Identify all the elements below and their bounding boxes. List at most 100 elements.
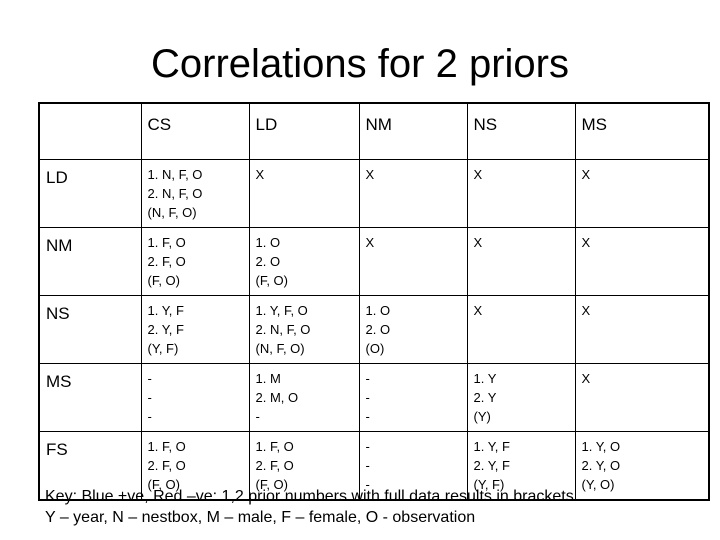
table-cell: - - - [140, 363, 250, 432]
table-row: LD 1. N, F, O 2. N, F, O (N, F, O) X X X X [38, 159, 710, 228]
cell-line: - [147, 371, 152, 386]
table-cell: X [574, 363, 710, 432]
row-label: LD [38, 159, 142, 228]
table-cell: X [466, 227, 576, 296]
row-label: MS [38, 363, 142, 432]
table-cell: 1. O 2. O (O) [358, 295, 468, 364]
cell-line: 2. Y, F [147, 322, 184, 337]
cell-line: 1. Y, F [147, 303, 184, 318]
cell-line: X [581, 167, 591, 182]
table-cell: 1. F, O 2. F, O (F, O) [140, 227, 250, 296]
cell-line: 2. M, O [255, 390, 299, 405]
cell-line: X [581, 371, 591, 386]
table-cell: 1. F, O 2. F, O (F, O) [140, 431, 250, 501]
table-cell: X [574, 159, 710, 228]
cell-line: 2. Y, O [581, 458, 621, 473]
table-cell: X [574, 227, 710, 296]
cell-line: X [365, 235, 375, 250]
title: Correlations for 2 priors [151, 42, 569, 86]
cell-line: - [365, 439, 370, 454]
cell-line: (Y, F) [147, 341, 179, 356]
table-row: NS 1. Y, F 2. Y, F (Y, F) 1. Y, F, O 2. N, F,… [38, 295, 710, 364]
row-label: NM [38, 227, 142, 296]
cell-line: (N, F, O) [147, 205, 197, 220]
table-cell: 1. O 2. O (F, O) [248, 227, 360, 296]
cell-line: - [365, 409, 370, 424]
cell-line: 1. N, F, O [147, 167, 203, 182]
cell-line: 2. O [365, 322, 391, 337]
cell-line: 2. F, O [255, 458, 294, 473]
cell-line: X [473, 167, 483, 182]
cell-line: (O) [365, 341, 385, 356]
cell-line: 2. F, O [147, 254, 186, 269]
header-cell: NS [466, 102, 576, 160]
table-cell: X [466, 159, 576, 228]
table-row: NM 1. F, O 2. F, O (F, O) 1. O 2. O (F, O) X X X [38, 227, 710, 296]
cell-line: X [581, 303, 591, 318]
table-cell: X [466, 295, 576, 364]
table-cell: 1. N, F, O 2. N, F, O (N, F, O) [140, 159, 250, 228]
table-cell: - - - [358, 431, 468, 501]
correlation-table: CS LD NM NS MS LD 1. N, F, O 2. N, F, O (N, F, … [38, 102, 710, 501]
header-cell: MS [574, 102, 710, 160]
cell-line: 1. Y, F [473, 439, 510, 454]
cell-line: (F, O) [255, 477, 289, 492]
cell-line: - [255, 409, 260, 424]
row-label: FS [38, 431, 142, 501]
table-cell: X [358, 227, 468, 296]
cell-line: - [365, 458, 370, 473]
table-cell: 1. M 2. M, O - [248, 363, 360, 432]
cell-line: (N, F, O) [255, 341, 305, 356]
cell-line: 1. O [255, 235, 281, 250]
cell-line: 2. O [255, 254, 281, 269]
cell-line: (F, O) [255, 273, 289, 288]
table-cell: 1. F, O 2. F, O (F, O) [248, 431, 360, 501]
row-label: NS [38, 295, 142, 364]
table-cell: X [574, 295, 710, 364]
corner-cell [38, 102, 142, 160]
cell-line: 2. N, F, O [255, 322, 311, 337]
cell-line: 2. Y, F [473, 458, 510, 473]
cell-line: (Y, O) [581, 477, 615, 492]
cell-line: X [365, 167, 375, 182]
cell-line: 1. M [255, 371, 281, 386]
table-row: MS - - -1. M 2. M, O - - - -1. Y 2. Y (Y) X [38, 363, 710, 432]
cell-line: X [581, 235, 591, 250]
cell-line: 1. Y [473, 371, 497, 386]
table-cell: 1. Y, F 2. Y, F (Y, F) [140, 295, 250, 364]
header-cell: LD [248, 102, 360, 160]
cell-line: - [147, 409, 152, 424]
header-cell: CS [140, 102, 250, 160]
table-cell: 1. Y, O 2. Y, O (Y, O) [574, 431, 710, 501]
cell-line: 1. F, O [255, 439, 294, 454]
table-cell: 1. Y, F, O 2. N, F, O (N, F, O) [248, 295, 360, 364]
key: Key: Blue +ve, Red –ve: 1,2 prior number… [45, 486, 574, 528]
table-cell: 1. Y 2. Y (Y) [466, 363, 576, 432]
cell-line: - [365, 390, 370, 405]
cell-line: X [473, 303, 483, 318]
cell-line: 1. F, O [147, 235, 186, 250]
cell-line: 1. O [365, 303, 391, 318]
cell-line: (F, O) [147, 273, 181, 288]
cell-line: (Y, F) [473, 477, 505, 492]
cell-line: - [365, 371, 370, 386]
cell-line: 2. Y [473, 390, 497, 405]
cell-line: - [147, 390, 152, 405]
header-row: CS LD NM NS MS [38, 102, 710, 160]
cell-line: 1. Y, O [581, 439, 621, 454]
header-cell: NM [358, 102, 468, 160]
cell-line: - [365, 477, 370, 492]
cell-line: (F, O) [147, 477, 181, 492]
cell-line: X [473, 235, 483, 250]
cell-line: (Y) [473, 409, 491, 424]
key-line: Y – year, N – nestbox, M – male, F – fem… [45, 509, 476, 526]
table-row: FS 1. F, O 2. F, O (F, O) 1. F, O 2. F, O (F, … [38, 431, 710, 501]
cell-line: 2. N, F, O [147, 186, 203, 201]
table-cell: - - - [358, 363, 468, 432]
cell-line: 1. F, O [147, 439, 186, 454]
key-line: Key: Blue +ve, Red –ve: 1,2 prior number… [45, 488, 574, 505]
table-cell: X [358, 159, 468, 228]
table-cell: X [248, 159, 360, 228]
cell-line: 2. F, O [147, 458, 186, 473]
